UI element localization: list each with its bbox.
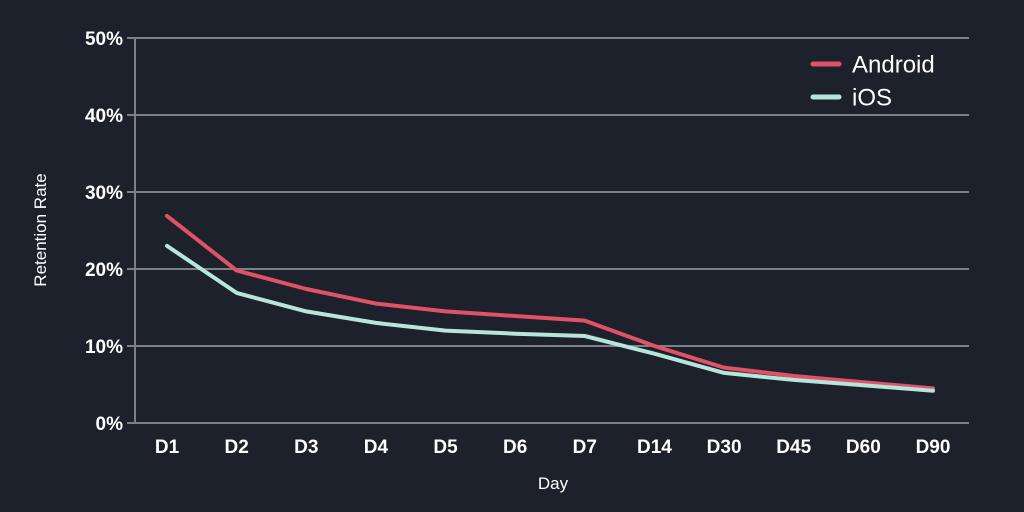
legend-item-ios: iOS [810,85,892,112]
y-axis-title: Retention Rate [31,173,50,286]
x-tick-label: D3 [294,437,318,458]
x-tick-label: D6 [503,437,527,458]
x-tick-label: D7 [573,437,597,458]
legend-label-android: Android [852,52,935,79]
x-tick-label: D45 [776,437,811,458]
series-line-android [165,213,935,391]
y-tick-label: 20% [85,260,123,281]
legend: Android iOS [810,52,935,112]
legend-label-ios: iOS [852,85,892,112]
y-tick-label: 40% [85,106,123,127]
gridlines [127,37,969,424]
y-tick-label: 30% [85,183,123,204]
x-tick-label: D60 [846,437,881,458]
x-axis-title: Day [538,474,569,493]
x-tick-label: D14 [637,437,672,458]
x-tick-label: D2 [224,437,248,458]
legend-item-android: Android [810,52,935,79]
y-tick-labels: 0% 10% 20% 30% 40% 50% [85,29,123,435]
x-tick-label: D30 [707,437,742,458]
series-lines [165,213,935,393]
x-tick-label: D1 [155,437,180,458]
x-tick-label: D90 [916,437,951,458]
y-tick-label: 50% [85,29,123,50]
x-tick-label: D5 [433,437,458,458]
x-tick-labels: D1 D2 D3 D4 D5 D6 D7 D14 D30 D45 D60 D90 [155,437,951,458]
y-tick-label: 10% [85,337,123,358]
y-tick-label: 0% [96,414,124,435]
x-tick-label: D4 [364,437,389,458]
series-line-ios [165,243,935,393]
